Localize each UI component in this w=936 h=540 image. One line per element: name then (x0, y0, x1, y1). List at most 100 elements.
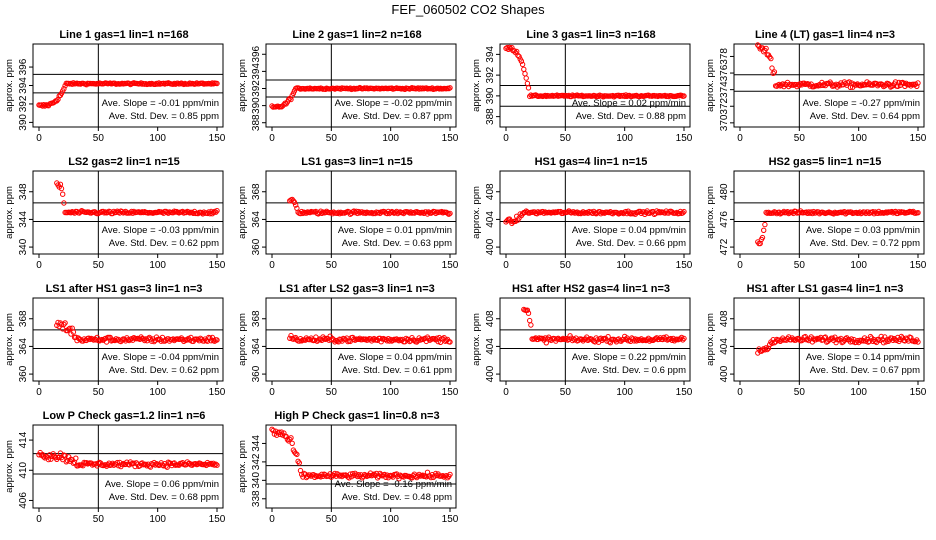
data-point (797, 80, 804, 87)
data-point (61, 86, 67, 92)
x-tick-label: 0 (269, 133, 275, 144)
data-point (770, 70, 776, 77)
panel-title: Line 4 (LT) gas=1 lin=4 n=3 (755, 29, 895, 41)
y-axis-label: approx. ppm (4, 440, 15, 493)
data-point (523, 75, 529, 81)
data-point (119, 461, 125, 468)
x-tick-label: 50 (560, 133, 572, 144)
data-point (525, 85, 532, 91)
x-tick-label: 150 (676, 387, 693, 398)
y-tick-label: 364 (251, 338, 262, 355)
data-point (70, 460, 77, 466)
data-point (889, 208, 895, 215)
y-tick-label: 394 (251, 63, 262, 80)
plot-frame (32, 424, 224, 509)
data-point (382, 471, 388, 478)
data-point (307, 472, 313, 478)
data-point (70, 329, 77, 335)
data-point (859, 210, 865, 216)
data-point (851, 81, 857, 87)
x-tick-label: 50 (93, 387, 105, 398)
data-point (113, 209, 119, 216)
data-point (763, 45, 769, 52)
y-axis-label: approx. ppm (237, 59, 248, 112)
data-point (420, 209, 426, 216)
slope-annotation: Ave. Slope = -0.02 ppm/min (335, 98, 452, 109)
y-axis-label: approx. ppm (237, 440, 248, 493)
data-point (45, 456, 52, 463)
stddev-annotation: Ave. Std. Dev. = 0.66 ppm (576, 238, 686, 249)
panel-title: HS1 after HS2 gas=4 lin=1 n=3 (512, 283, 670, 295)
x-tick-label: 150 (442, 133, 459, 144)
y-tick-label: 338 (251, 490, 262, 507)
data-point (801, 80, 807, 86)
data-point (515, 52, 521, 59)
stddev-annotation: Ave. Std. Dev. = 0.88 ppm (576, 111, 686, 122)
y-tick-label: 342 (251, 453, 262, 470)
stddev-annotation: Ave. Std. Dev. = 0.48 ppm (342, 492, 452, 503)
data-point (680, 210, 686, 216)
panel-title: Low P Check gas=1.2 lin=1 n=6 (43, 410, 206, 422)
y-tick-label: 392 (485, 66, 496, 83)
y-axis-label: approx. ppm (237, 313, 248, 366)
data-point (813, 337, 819, 343)
x-tick-label: 100 (149, 133, 166, 144)
y-tick-label: 396 (18, 58, 29, 75)
panel: High P Check gas=1 lin=0.8 n=3 0 50 100 150 3… (237, 410, 459, 525)
x-tick-label: 100 (149, 514, 166, 525)
data-point (525, 310, 532, 316)
y-tick-label: 400 (485, 365, 496, 382)
data-point (185, 209, 192, 215)
y-tick-label: 404 (719, 338, 730, 355)
data-point (336, 473, 343, 479)
x-tick-label: 0 (269, 514, 275, 525)
y-tick-label: 404 (485, 338, 496, 355)
data-point (769, 65, 775, 71)
data-point (69, 81, 75, 87)
x-tick-label: 150 (676, 260, 693, 271)
x-tick-label: 50 (93, 514, 105, 525)
slope-annotation: Ave. Slope = 0.22 ppm/min (572, 352, 686, 363)
x-tick-label: 50 (560, 387, 572, 398)
data-point (207, 335, 213, 341)
x-tick-label: 50 (560, 260, 572, 271)
data-point (759, 234, 766, 241)
y-tick-label: 368 (251, 183, 262, 200)
y-tick-label: 360 (18, 365, 29, 382)
data-point (62, 320, 68, 326)
x-tick-label: 50 (93, 133, 105, 144)
data-point (119, 337, 125, 343)
slope-annotation: Ave. Slope = 0.03 ppm/min (806, 225, 920, 236)
data-point (905, 209, 912, 216)
data-point (61, 200, 67, 206)
data-point (681, 208, 687, 215)
data-point (516, 53, 522, 60)
data-point (570, 209, 577, 215)
data-point (315, 337, 321, 343)
y-tick-label: 364 (18, 338, 29, 355)
stddev-annotation: Ave. Std. Dev. = 0.85 ppm (109, 111, 219, 122)
x-tick-label: 100 (382, 387, 399, 398)
data-point (270, 427, 276, 434)
data-point (211, 462, 218, 468)
data-point (878, 333, 884, 340)
data-point (635, 336, 641, 343)
data-point (41, 454, 47, 460)
data-point (60, 191, 66, 197)
slope-annotation: Ave. Slope = -0.16 ppm/min (335, 479, 452, 490)
data-point (213, 461, 219, 467)
y-tick-label: 392 (251, 80, 262, 97)
stddev-annotation: Ave. Std. Dev. = 0.62 ppm (109, 238, 219, 249)
y-tick-label: 370 (719, 114, 730, 131)
panel-title: Line 1 gas=1 lin=1 n=168 (59, 29, 188, 41)
data-point (859, 81, 865, 87)
stddev-annotation: Ave. Std. Dev. = 0.72 ppm (810, 238, 920, 249)
slope-annotation: Ave. Slope = 0.04 ppm/min (338, 352, 452, 363)
data-point (214, 337, 220, 343)
y-tick-label: 390 (18, 114, 29, 131)
data-point (914, 83, 920, 90)
data-point (89, 336, 96, 342)
data-point (915, 210, 921, 216)
y-tick-label: 394 (485, 46, 496, 63)
